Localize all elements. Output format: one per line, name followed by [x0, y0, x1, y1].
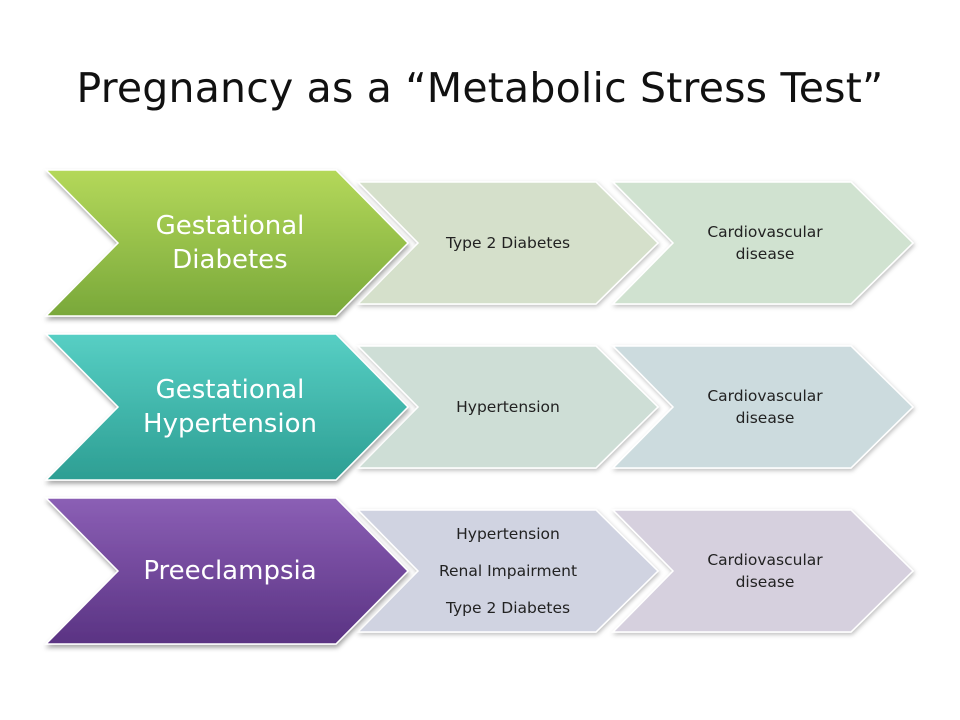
outcome-label-line: Type 2 Diabetes — [445, 599, 570, 617]
outcome-label-line: Hypertension — [456, 398, 560, 416]
condition-chevron — [44, 169, 410, 317]
process-row: Gestational Diabetes Type 2 Diabetes Cardio… — [44, 169, 915, 317]
slide-title: Pregnancy as a “Metabolic Stress Test” — [76, 64, 884, 112]
outcome-chevron — [356, 509, 660, 633]
process-row: Preeclampsia Hypertension Renal Impairment… — [44, 497, 915, 645]
outcome-chevron — [356, 181, 660, 305]
long-term-label-line: disease — [736, 573, 795, 591]
condition-label-line: Preeclampsia — [143, 556, 316, 586]
long-term-label-line: Cardiovascular — [707, 223, 823, 241]
outcome-label-line: Renal Impairment — [439, 562, 577, 580]
long-term-outcome-chevron — [611, 509, 915, 633]
long-term-label-line: disease — [736, 409, 795, 427]
condition-label-line: Diabetes — [172, 245, 287, 275]
process-row: Gestational Hypertension Hypertension Cardi… — [44, 333, 915, 481]
condition-label-line: Hypertension — [143, 409, 317, 439]
long-term-label-line: Cardiovascular — [707, 551, 823, 569]
long-term-outcome-chevron — [611, 181, 915, 305]
condition-chevron — [44, 333, 410, 481]
outcome-chevron — [356, 345, 660, 469]
long-term-label-line: disease — [736, 245, 795, 263]
long-term-label-line: Cardiovascular — [707, 387, 823, 405]
condition-chevron — [44, 497, 410, 645]
condition-label-line: Gestational — [156, 211, 305, 241]
long-term-outcome-chevron — [611, 345, 915, 469]
outcome-label-line: Hypertension — [456, 525, 560, 543]
outcome-label-line: Type 2 Diabetes — [445, 234, 570, 252]
condition-label-line: Gestational — [156, 375, 305, 405]
